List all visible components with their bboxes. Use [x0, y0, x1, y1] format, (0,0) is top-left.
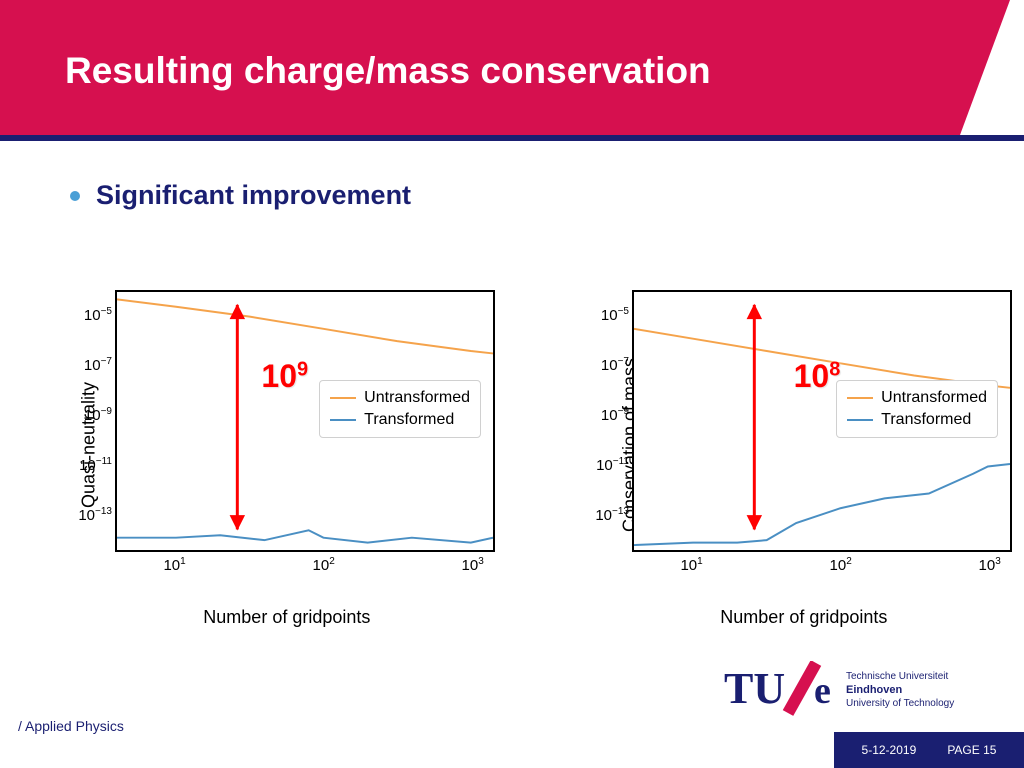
xtick: 102 [830, 556, 852, 574]
ytick: 10−7 [52, 356, 112, 374]
legend-left: Untransformed Transformed [319, 380, 481, 438]
university-logo: TU e Technische Universiteit Eindhoven U… [724, 661, 984, 726]
legend-item: Untransformed [364, 389, 470, 407]
slide-header: Resulting charge/mass conservation [0, 0, 1024, 135]
chart-right: Conservation of mass Untransformed Trans… [547, 290, 1014, 600]
bullet-dot-icon [70, 191, 80, 201]
plot-right: Untransformed Transformed 108 [632, 290, 1012, 552]
xtick: 101 [680, 556, 702, 574]
ytick: 10−13 [569, 506, 629, 524]
ytick: 10−11 [52, 456, 112, 474]
legend-item: Untransformed [881, 389, 987, 407]
footer-date: 5-12-2019 [862, 743, 917, 757]
slide-title: Resulting charge/mass conservation [0, 0, 1024, 92]
xlabel-left: Number of gridpoints [203, 607, 370, 628]
xlabel-right: Number of gridpoints [720, 607, 887, 628]
ytick: 10−5 [569, 306, 629, 324]
ytick: 10−5 [52, 306, 112, 324]
ylabel-left: Quasi-neutrality [79, 382, 100, 508]
xtick: 101 [163, 556, 185, 574]
ytick: 10−9 [52, 406, 112, 424]
xtick: 102 [313, 556, 335, 574]
bullet-item: Significant improvement [70, 180, 411, 211]
ytick: 10−9 [569, 406, 629, 424]
logo-line3: University of Technology [846, 698, 954, 709]
logo-line1: Technische Universiteit [846, 671, 948, 682]
footer-page: PAGE 15 [947, 743, 996, 757]
logo-e: e [814, 670, 831, 712]
header-underline [0, 135, 1024, 141]
chart-left: Quasi-neutrality Untransformed Transform… [30, 290, 497, 600]
ytick: 10−11 [569, 456, 629, 474]
footer-department: / Applied Physics [18, 718, 124, 734]
ytick: 10−13 [52, 506, 112, 524]
legend-right: Untransformed Transformed [836, 380, 998, 438]
footer-bar: 5-12-2019 PAGE 15 [834, 732, 1024, 768]
logo-line2: Eindhoven [846, 684, 903, 696]
annotation-right: 108 [794, 358, 841, 395]
xtick: 103 [462, 556, 484, 574]
ytick: 10−7 [569, 356, 629, 374]
charts-row: Quasi-neutrality Untransformed Transform… [0, 290, 1024, 600]
annotation-left: 109 [261, 358, 308, 395]
xtick: 103 [979, 556, 1001, 574]
legend-item: Transformed [881, 411, 971, 429]
legend-item: Transformed [364, 411, 454, 429]
logo-tu: TU [724, 664, 785, 713]
plot-left: Untransformed Transformed 109 [115, 290, 495, 552]
bullet-text: Significant improvement [96, 180, 411, 211]
